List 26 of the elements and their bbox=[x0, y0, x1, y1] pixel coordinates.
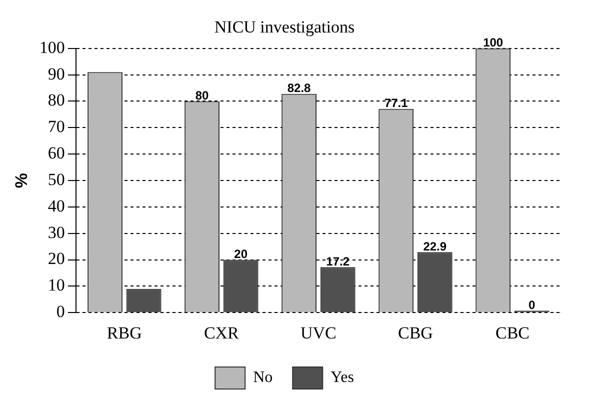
y-tick-label: 50 bbox=[48, 170, 65, 189]
data-label: 20 bbox=[234, 247, 248, 262]
x-tick-label: RBG bbox=[106, 323, 142, 342]
x-tick-label: CBC bbox=[495, 323, 530, 342]
chart-title: NICU investigations bbox=[214, 18, 355, 37]
y-tick-label: 60 bbox=[48, 144, 65, 163]
data-label: 0 bbox=[528, 298, 536, 312]
y-tick-label: 40 bbox=[48, 196, 65, 216]
legend-label: Yes bbox=[330, 369, 354, 386]
y-tick-label: 90 bbox=[48, 64, 65, 84]
y-tick-label: 30 bbox=[48, 222, 65, 242]
y-axis-title: % bbox=[12, 172, 31, 188]
data-label: 82.8 bbox=[287, 81, 312, 96]
y-tick-label: 0 bbox=[56, 302, 65, 322]
x-tick-label: UVC bbox=[300, 323, 336, 342]
y-tick-label: 70 bbox=[48, 117, 65, 136]
y-tick-label: 10 bbox=[48, 276, 65, 295]
x-tick-label: CXR bbox=[204, 323, 240, 342]
y-tick-label: 80 bbox=[48, 90, 65, 110]
data-label: 22.9 bbox=[423, 239, 447, 254]
y-tick-label: 100 bbox=[39, 38, 65, 57]
y-tick-label: 20 bbox=[48, 249, 65, 268]
data-label: 100 bbox=[483, 36, 504, 50]
x-tick-label: CBG bbox=[398, 323, 433, 342]
legend-label: No bbox=[253, 369, 273, 386]
data-label: 80 bbox=[195, 88, 210, 103]
